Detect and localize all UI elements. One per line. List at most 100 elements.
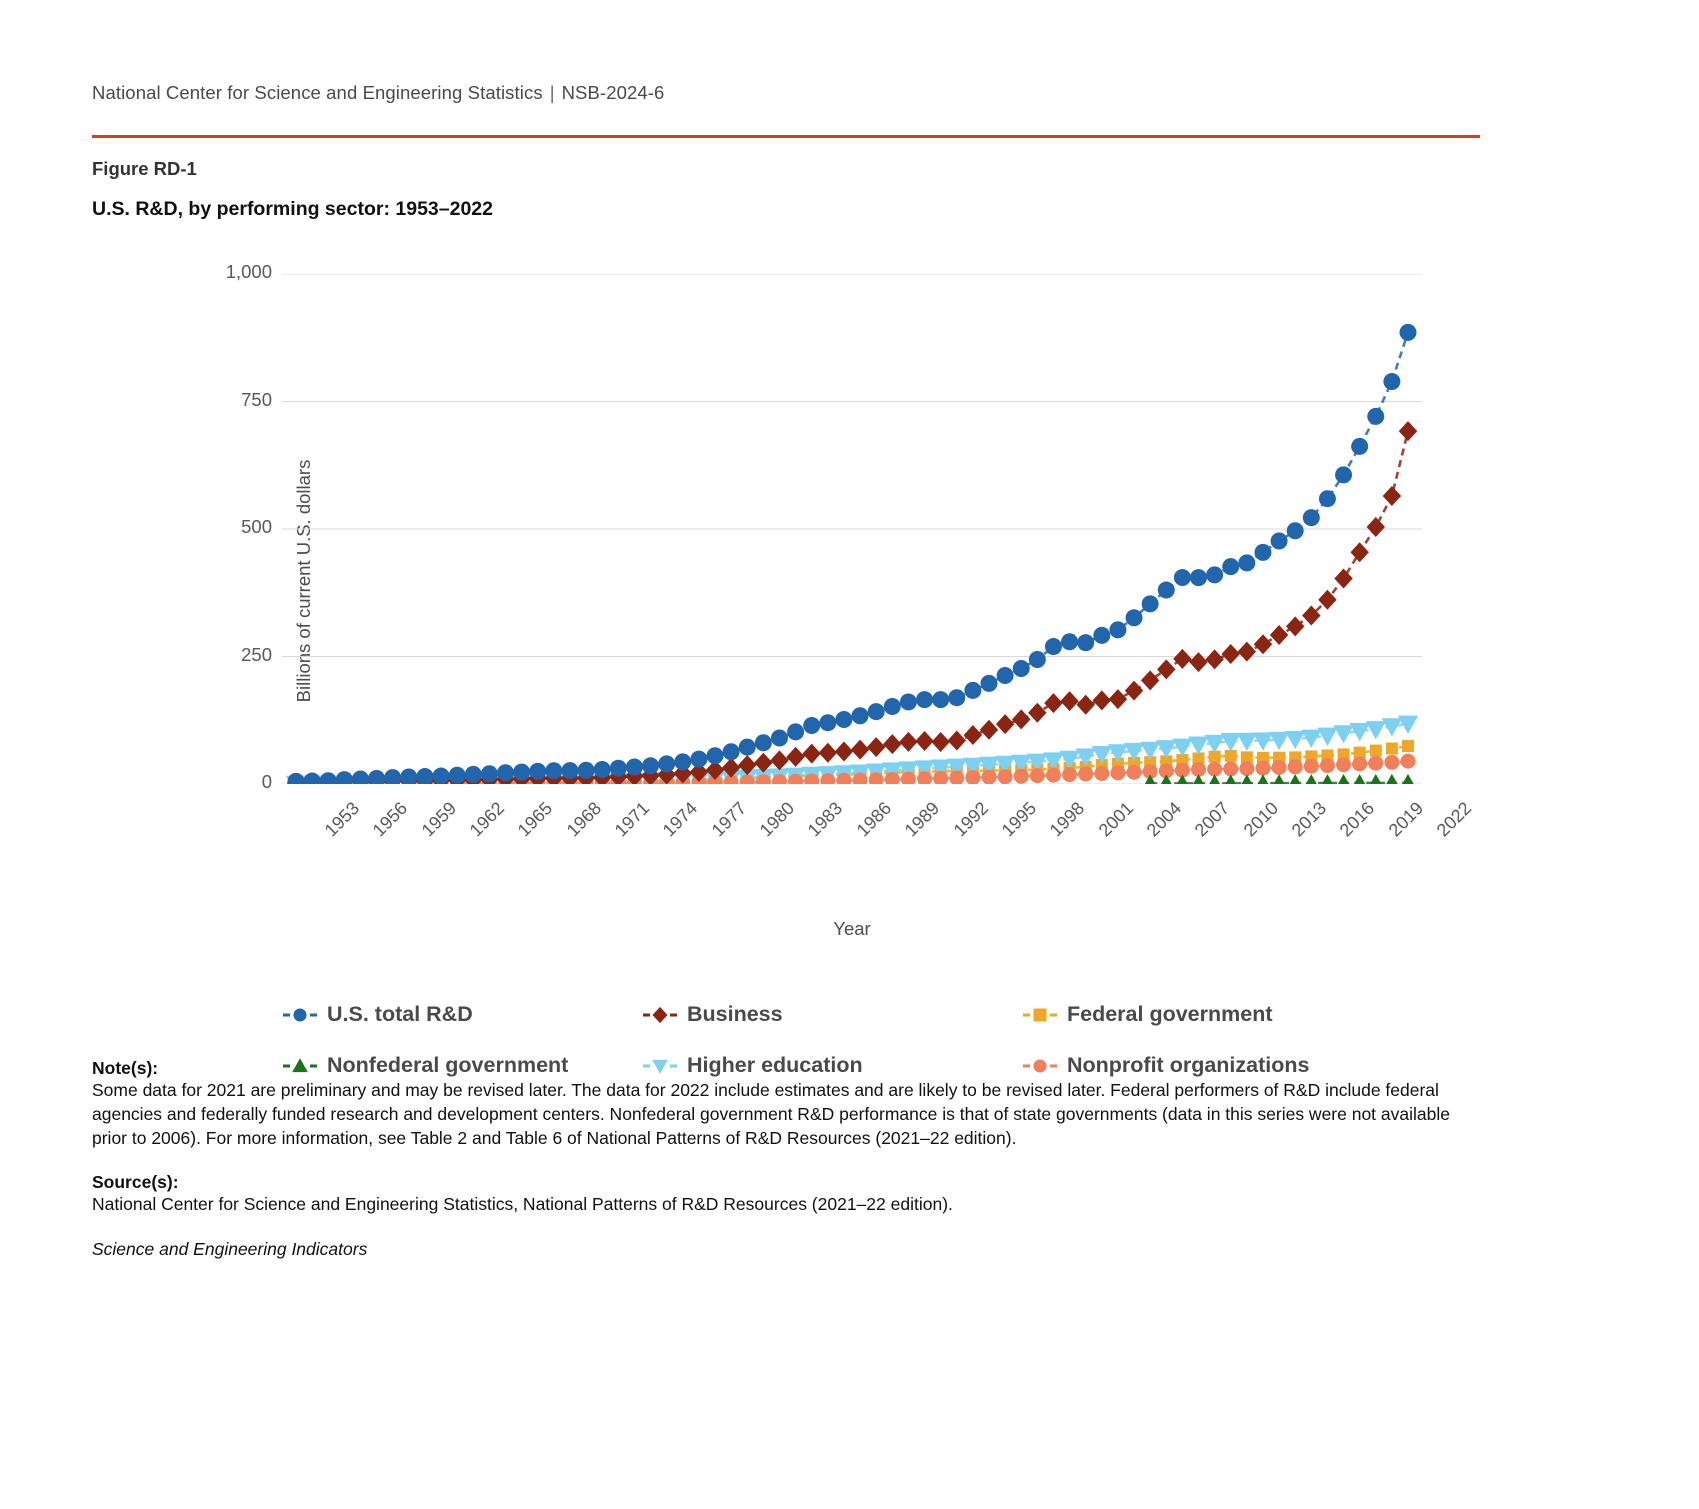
data-point-circle bbox=[836, 772, 852, 784]
data-point-diamond bbox=[1398, 421, 1418, 442]
data-point-diamond bbox=[834, 741, 854, 762]
data-point-circle bbox=[335, 771, 353, 784]
data-point-triangle-down bbox=[882, 762, 903, 781]
data-point-circle bbox=[416, 768, 434, 784]
legend-item-higher-education[interactable]: Higher education bbox=[642, 1053, 1022, 1078]
data-point-diamond bbox=[1285, 616, 1305, 637]
data-point-diamond bbox=[1366, 517, 1385, 538]
data-point-circle bbox=[1157, 581, 1175, 599]
data-point-triangle-up bbox=[1305, 774, 1317, 784]
data-point-square bbox=[1353, 746, 1366, 759]
y-axis-ticks: 1,000 750 500 250 0 bbox=[180, 261, 272, 792]
legend-label: Nonprofit organizations bbox=[1067, 1053, 1310, 1077]
data-point-circle bbox=[1061, 633, 1079, 651]
data-point-circle bbox=[480, 765, 498, 783]
data-point-circle bbox=[1336, 757, 1352, 773]
note-label: Note(s): bbox=[92, 1058, 159, 1078]
data-point-circle bbox=[1094, 765, 1110, 781]
data-point-diamond bbox=[657, 764, 676, 784]
data-point-triangle-down bbox=[652, 1059, 668, 1074]
legend-item-nonfederal-government[interactable]: Nonfederal government bbox=[282, 1053, 642, 1078]
data-point-triangle-up bbox=[1160, 774, 1172, 784]
series-line bbox=[295, 430, 1410, 784]
x-tick-label: 2001 bbox=[1094, 798, 1137, 841]
legend-item-nonprofit-organizations[interactable]: Nonprofit organizations bbox=[1022, 1053, 1402, 1078]
data-point-square bbox=[1256, 751, 1269, 764]
legend-item-business[interactable]: Business bbox=[642, 1002, 1022, 1027]
legend-item-federal-government[interactable]: Federal government bbox=[1022, 1002, 1402, 1027]
data-point-diamond bbox=[1076, 694, 1095, 715]
data-point-circle bbox=[949, 770, 965, 784]
data-point-circle bbox=[1173, 569, 1191, 587]
data-point-circle bbox=[1013, 768, 1029, 784]
data-point-square bbox=[1240, 751, 1253, 764]
data-point-diamond bbox=[1221, 644, 1240, 665]
data-point-triangle-up bbox=[1402, 773, 1414, 784]
data-point-triangle-up bbox=[1193, 774, 1204, 784]
data-point-circle bbox=[1302, 509, 1320, 527]
data-point-circle bbox=[738, 738, 756, 756]
data-point-circle bbox=[303, 772, 321, 784]
series-line bbox=[1150, 781, 1409, 784]
data-point-circle bbox=[819, 714, 837, 732]
data-point-diamond bbox=[899, 731, 918, 752]
data-point-diamond bbox=[754, 752, 773, 773]
legend-label: Nonfederal government bbox=[327, 1053, 569, 1077]
x-tick-label: 1968 bbox=[562, 798, 605, 841]
data-point-circle bbox=[1110, 765, 1126, 781]
data-point-diamond bbox=[1269, 625, 1289, 646]
data-point-circle bbox=[1335, 466, 1353, 484]
legend-marker-square-icon bbox=[1023, 1008, 1057, 1021]
header-separator: | bbox=[549, 82, 555, 103]
legend-marker-triangle-down-icon bbox=[643, 1059, 677, 1074]
x-tick-label: 1986 bbox=[852, 798, 896, 841]
data-point-triangle-down bbox=[1043, 752, 1064, 771]
data-point-triangle-up bbox=[1257, 774, 1269, 784]
data-point-diamond bbox=[770, 750, 789, 771]
data-point-circle bbox=[1142, 764, 1158, 780]
data-point-circle bbox=[1352, 756, 1368, 772]
data-point-square bbox=[1402, 740, 1414, 753]
x-tick-label: 1974 bbox=[659, 798, 702, 841]
header-report-id: NSB-2024-6 bbox=[561, 82, 665, 103]
data-point-triangle-down bbox=[978, 756, 1000, 776]
data-point-square bbox=[1369, 744, 1382, 757]
page-header: National Center for Science and Engineer… bbox=[92, 82, 664, 104]
y-tick-label: 250 bbox=[241, 643, 272, 665]
data-point-diamond bbox=[963, 724, 983, 745]
data-point-circle bbox=[384, 769, 402, 784]
publication-block: Science and Engineering Indicators bbox=[92, 1239, 1487, 1260]
data-point-triangle-down bbox=[962, 757, 984, 777]
data-point-triangle-up bbox=[1241, 774, 1253, 784]
x-tick-label: 2007 bbox=[1190, 798, 1234, 841]
data-point-triangle-down bbox=[1123, 742, 1145, 762]
legend-marker-triangle-up-icon bbox=[283, 1057, 317, 1072]
x-tick-label: 2019 bbox=[1384, 798, 1427, 841]
legend-item-u-s-total-r-d[interactable]: U.S. total R&D bbox=[282, 1002, 642, 1027]
legend-marker-diamond-icon bbox=[643, 1006, 677, 1023]
data-point-circle bbox=[368, 769, 386, 784]
data-point-diamond bbox=[818, 742, 838, 763]
data-point-triangle-up bbox=[1386, 773, 1398, 784]
data-point-diamond bbox=[1092, 690, 1111, 711]
data-point-circle bbox=[1125, 609, 1143, 627]
data-point-diamond bbox=[1237, 641, 1257, 662]
data-point-circle bbox=[1400, 753, 1416, 769]
data-point-triangle-down bbox=[930, 759, 951, 778]
data-point-circle bbox=[1287, 759, 1303, 775]
data-point-circle bbox=[577, 761, 595, 779]
legend-label: U.S. total R&D bbox=[327, 1002, 473, 1026]
data-point-circle bbox=[722, 743, 740, 761]
data-point-circle bbox=[1239, 761, 1255, 777]
y-tick-label: 0 bbox=[261, 771, 272, 792]
data-point-circle bbox=[448, 766, 466, 784]
x-tick-label: 1959 bbox=[417, 798, 460, 841]
data-point-circle bbox=[804, 773, 820, 784]
x-tick-label: 1980 bbox=[755, 798, 799, 841]
data-point-diamond bbox=[1124, 680, 1144, 701]
x-tick-label: 1995 bbox=[997, 798, 1041, 841]
data-point-triangle-up bbox=[1144, 774, 1156, 784]
data-point-circle bbox=[1384, 754, 1400, 770]
data-point-circle bbox=[1093, 626, 1111, 644]
chart-svg bbox=[282, 274, 1422, 784]
